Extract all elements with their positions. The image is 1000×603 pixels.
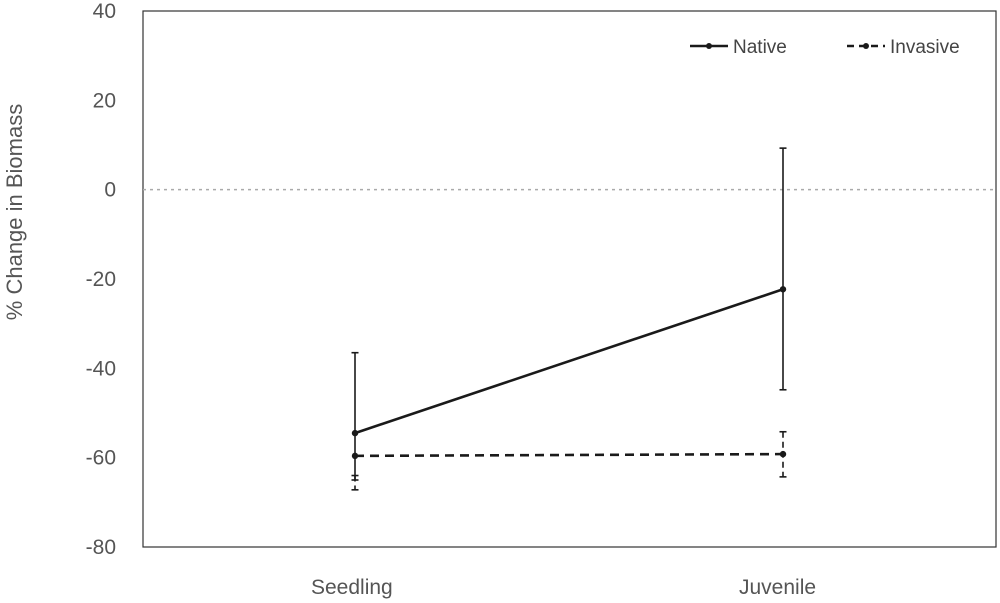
legend-label-native: Native [733,37,787,58]
plot-area [142,10,997,548]
data-point [351,452,359,460]
legend: Native Invasive [690,37,960,58]
legend-marker-native [706,43,712,49]
data-point [779,286,787,293]
series-layer [351,147,787,491]
data-point [351,429,359,437]
y-tick-label: -80 [86,536,116,559]
legend-marker-invasive [863,43,869,49]
y-tick-label: -40 [86,357,116,380]
y-tick-label: 20 [93,89,116,112]
series-line [354,452,784,458]
legend-label-invasive: Invasive [890,37,960,58]
y-tick-label: 0 [104,179,116,202]
y-tick-label: -60 [86,447,116,470]
x-axis-categories: Seedling Juvenile [311,576,816,599]
data-point [779,450,787,458]
x-category-label: Seedling [311,576,393,599]
y-axis-title: % Change in Biomass [2,104,27,320]
y-tick-label: 40 [93,0,116,23]
x-category-label: Juvenile [739,576,816,599]
y-axis-ticks: 40 20 0 -20 -40 -60 -80 [86,0,116,559]
y-tick-label: -20 [86,268,116,291]
series-invasive [351,430,787,491]
series-line [354,288,784,435]
